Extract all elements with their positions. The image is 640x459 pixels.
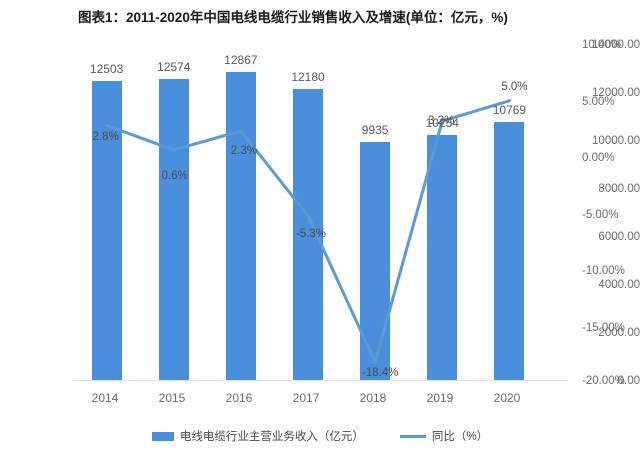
y-right-tick: 5.00% <box>582 96 615 108</box>
x-tick-label: 2020 <box>493 391 521 405</box>
y-left-tick: 2000.00 <box>598 327 640 339</box>
y-left-tick: 14000.00 <box>592 39 640 51</box>
x-tick-label: 2018 <box>359 391 387 405</box>
y-left-tick: 10000.00 <box>592 135 640 147</box>
bar-value-label: 10254 <box>425 115 459 130</box>
y-right-tick: -5.00% <box>582 209 619 221</box>
x-tick-label: 2017 <box>292 391 320 405</box>
y-left-tick: 8000.00 <box>598 183 640 195</box>
y-right-tick: -15.00% <box>582 322 625 334</box>
legend-label: 同比（%） <box>431 431 489 443</box>
line-value-label: 2.8% <box>92 131 119 144</box>
legend-label: 电线电缆行业主营业务收入（亿元） <box>179 431 364 443</box>
bar-value-label: 10769 <box>492 103 527 118</box>
y-right-tick: 10.00% <box>582 39 622 51</box>
x-tick-label: 2014 <box>91 391 119 405</box>
legend-item-revenue[interactable]: 电线电缆行业主营业务收入（亿元） <box>151 428 364 444</box>
line-value-label: 5.0% <box>501 80 528 93</box>
line-value-label: 0.6% <box>161 169 188 182</box>
y-right-tick: 0.00% <box>582 152 615 164</box>
x-tick-label: 2019 <box>426 391 454 405</box>
plot-area: 12503 12574 12867 12180 9935 10254 10769 2.8% 0… <box>73 45 543 380</box>
x-tick-label: 2016 <box>225 391 253 405</box>
bar-value-label: 12503 <box>89 61 124 76</box>
bar-value-label: 9935 <box>361 123 389 138</box>
line-value-label: 2.3% <box>230 144 257 157</box>
y-left-tick: 4000.00 <box>598 279 640 291</box>
line-value-label: 3.2% <box>428 114 455 127</box>
legend-line-swatch-icon <box>399 434 426 438</box>
bar-2014[interactable] <box>91 80 122 380</box>
line-value-label: -5.3% <box>295 227 327 240</box>
y-left-tick: 12000.00 <box>592 87 640 99</box>
legend-item-growth[interactable]: 同比（%） <box>399 428 489 444</box>
chart-legend: 电线电缆行业主营业务收入（亿元） 同比（%） <box>0 428 640 444</box>
chart-title: 图表1：2011-2020年中国电线电缆行业销售收入及增速(单位：亿元，%) <box>78 10 508 25</box>
bar-value-label: 12180 <box>291 69 325 84</box>
y-left-tick: 6000.00 <box>598 231 640 243</box>
legend-bar-swatch-icon <box>151 431 174 441</box>
bar-value-label: 12867 <box>224 53 258 68</box>
line-value-label: -18.4% <box>361 367 399 380</box>
x-axis-line <box>73 380 568 381</box>
line-series <box>105 99 511 364</box>
x-tick-label: 2015 <box>158 391 186 405</box>
bar-2015[interactable] <box>158 79 189 380</box>
y-left-tick: 0.00 <box>617 375 640 387</box>
bar-2020[interactable] <box>494 122 525 380</box>
bar-value-label: 12574 <box>157 60 191 75</box>
bar-2016[interactable] <box>225 72 256 380</box>
y-right-tick: -10.00% <box>582 265 625 277</box>
y-right-tick: -20.00% <box>582 375 625 387</box>
bar-2019[interactable] <box>427 134 458 380</box>
